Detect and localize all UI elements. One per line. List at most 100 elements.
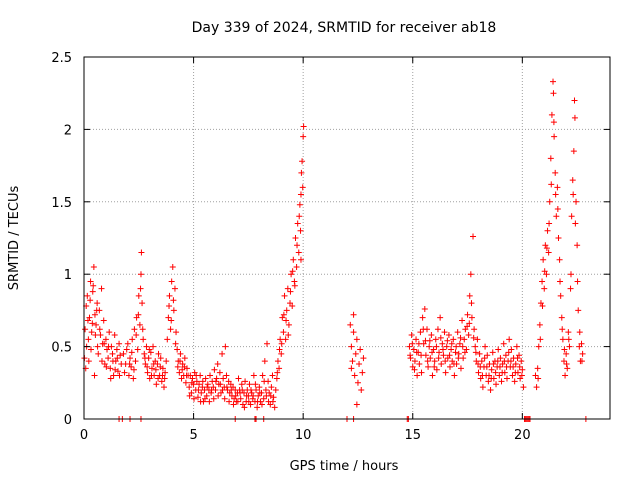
data-point <box>493 381 499 387</box>
data-point <box>157 364 163 370</box>
data-point <box>462 349 468 355</box>
data-point <box>503 352 509 358</box>
data-point <box>148 349 154 355</box>
data-point <box>106 329 112 335</box>
data-point <box>285 332 291 338</box>
data-point <box>87 297 93 303</box>
data-point <box>536 344 542 350</box>
data-point <box>299 158 305 164</box>
data-point <box>557 257 563 263</box>
data-point <box>114 355 120 361</box>
data-point <box>565 329 571 335</box>
data-point <box>249 390 255 396</box>
data-point <box>97 326 103 332</box>
data-point <box>497 364 503 370</box>
data-point <box>170 297 176 303</box>
data-point <box>351 329 357 335</box>
data-point <box>431 364 437 370</box>
data-point <box>103 364 109 370</box>
data-point <box>425 358 431 364</box>
data-point <box>453 344 459 350</box>
data-point <box>94 300 100 306</box>
data-point <box>570 177 576 183</box>
data-point <box>170 264 176 270</box>
data-point <box>414 349 420 355</box>
data-point <box>435 326 441 332</box>
data-point <box>537 322 543 328</box>
data-point <box>114 346 120 352</box>
data-point <box>520 384 526 390</box>
data-point <box>214 375 220 381</box>
data-point <box>489 367 495 373</box>
data-point <box>490 349 496 355</box>
data-point <box>222 396 228 402</box>
data-point <box>568 286 574 292</box>
data-point <box>93 322 99 328</box>
data-point <box>552 170 558 176</box>
data-point <box>193 373 199 379</box>
data-point <box>117 352 123 358</box>
data-point <box>480 384 486 390</box>
data-point <box>548 181 554 187</box>
data-point <box>574 242 580 248</box>
data-point <box>186 384 192 390</box>
data-point <box>444 344 450 350</box>
data-point <box>473 349 479 355</box>
data-point <box>102 361 108 367</box>
data-point <box>294 264 300 270</box>
data-point <box>540 257 546 263</box>
data-point <box>175 364 181 370</box>
data-point <box>427 338 433 344</box>
data-point <box>86 358 92 364</box>
data-point <box>260 373 266 379</box>
data-point <box>301 124 307 130</box>
data-point <box>409 332 415 338</box>
data-point <box>422 306 428 312</box>
data-point <box>117 373 123 379</box>
data-point <box>577 329 583 335</box>
data-point <box>351 312 357 318</box>
data-point <box>440 352 446 358</box>
y-tick-label: 0 <box>64 413 72 428</box>
data-point <box>82 326 88 332</box>
data-point <box>490 361 496 367</box>
data-point <box>426 344 432 350</box>
data-point <box>133 332 139 338</box>
data-point <box>457 341 463 347</box>
data-point <box>459 318 465 324</box>
data-point <box>85 336 91 342</box>
data-point <box>519 367 525 373</box>
data-point <box>300 134 306 140</box>
data-point <box>112 332 118 338</box>
data-point <box>145 370 151 376</box>
data-point <box>139 300 145 306</box>
data-point <box>438 361 444 367</box>
data-point <box>455 329 461 335</box>
data-point <box>206 399 212 405</box>
data-point <box>112 367 118 373</box>
data-point <box>436 349 442 355</box>
data-point <box>504 375 510 381</box>
data-point <box>470 234 476 240</box>
data-point <box>512 378 518 384</box>
data-point <box>482 355 488 361</box>
data-point <box>251 373 257 379</box>
data-point <box>420 315 426 321</box>
data-point <box>153 381 159 387</box>
data-point <box>360 355 366 361</box>
data-point <box>432 358 438 364</box>
data-point <box>460 344 466 350</box>
data-point <box>92 332 98 338</box>
data-point <box>226 399 232 405</box>
data-point <box>294 242 300 248</box>
data-point <box>429 373 435 379</box>
data-point <box>218 390 224 396</box>
data-point <box>428 332 434 338</box>
data-point <box>442 358 448 364</box>
data-point <box>488 387 494 393</box>
data-point <box>115 368 121 374</box>
data-point <box>436 355 442 361</box>
data-point <box>418 352 424 358</box>
data-point <box>557 278 563 284</box>
data-point <box>535 365 541 371</box>
